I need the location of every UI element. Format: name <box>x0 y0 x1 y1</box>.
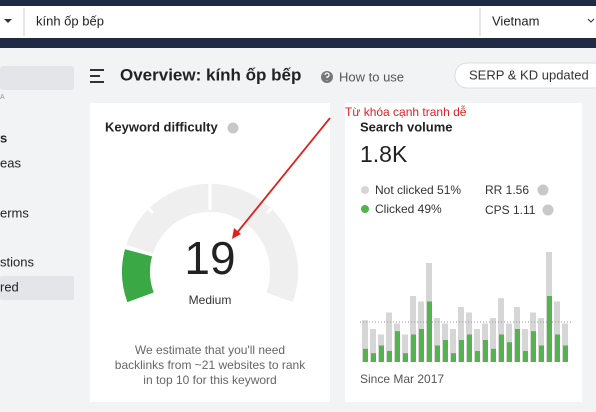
kd-score: 19 <box>184 232 235 284</box>
bar-clicked <box>371 353 376 362</box>
badge[interactable] <box>454 62 596 89</box>
bar-not-clicked <box>434 318 440 362</box>
bar-clicked <box>419 329 424 362</box>
legend-dot <box>361 205 369 213</box>
bar-not-clicked <box>522 329 528 362</box>
bar-clicked <box>443 340 448 362</box>
sidebar-item: s <box>0 130 7 145</box>
kd-description-line: backlinks from ~21 websites to rank <box>115 358 306 372</box>
sidebar-item: red <box>0 279 19 294</box>
bar-clicked <box>507 342 512 362</box>
annotation: Từ khóa cạnh tranh dễ <box>345 104 467 119</box>
bar-not-clicked <box>458 307 464 362</box>
bar-not-clicked <box>490 318 496 362</box>
sidebar-item: stions <box>0 254 34 269</box>
bar-clicked <box>539 345 544 362</box>
bar-clicked <box>467 334 472 362</box>
bar-not-clicked <box>410 296 416 362</box>
bar-clicked <box>523 351 528 362</box>
bar-not-clicked <box>498 298 504 362</box>
bar-not-clicked <box>554 301 560 362</box>
bar-not-clicked <box>474 329 480 362</box>
gauge-gaps <box>131 182 289 215</box>
badge-text[interactable]: SERP & KD updated <box>469 67 589 82</box>
sv-since: Since Mar 2017 <box>360 372 444 386</box>
sidebar-input[interactable] <box>0 66 74 90</box>
bar-clicked <box>531 331 536 362</box>
bar-not-clicked <box>450 329 456 362</box>
bar-clicked <box>491 348 496 362</box>
sidebar-item: erms <box>0 205 29 220</box>
bar-clicked <box>475 351 480 362</box>
help-icon[interactable] <box>537 184 549 196</box>
sidebar-active <box>0 276 74 300</box>
bar-clicked <box>547 296 552 362</box>
bar-clicked <box>363 348 368 362</box>
nav-band <box>0 38 596 48</box>
annotation-arrow <box>235 117 331 235</box>
bar-clicked <box>435 345 440 362</box>
metric: CPS 1.11 <box>485 203 536 217</box>
bar-clicked <box>563 345 568 362</box>
bar-not-clicked <box>562 323 568 362</box>
bar-clicked <box>427 301 432 362</box>
legend-label: Not clicked 51% <box>375 183 461 197</box>
bar-clicked <box>403 353 408 362</box>
sv-chart: Not clicked 51% Clicked 49% RR 1.56 CPS 1.1… <box>361 183 568 362</box>
bar-not-clicked <box>386 312 392 362</box>
kd-description-line: in top 10 for this keyword <box>143 373 276 387</box>
gauge-track <box>126 183 298 303</box>
bar-clicked <box>555 334 560 362</box>
bar-clicked <box>379 345 384 362</box>
kd-title: Keyword difficulty <box>105 119 218 134</box>
bar-clicked <box>411 334 416 362</box>
dropdown-icon[interactable] <box>587 18 595 23</box>
help-icon[interactable] <box>542 204 554 216</box>
sv-value: 1.8K <box>360 141 408 167</box>
kd-level: Medium <box>189 293 232 307</box>
help-link[interactable]: How to use <box>339 69 404 84</box>
sidebar-item: eas <box>0 155 21 170</box>
dropdown-icon[interactable] <box>4 19 12 23</box>
metric: RR 1.56 <box>485 183 529 197</box>
sidebar: As eas erms stions red <box>0 94 34 295</box>
bar-not-clicked <box>538 318 544 362</box>
bar-not-clicked <box>362 320 368 362</box>
help-glyph <box>324 72 330 81</box>
help-icon[interactable] <box>227 122 239 134</box>
legend-label: Clicked 49% <box>375 202 442 216</box>
sv-title: Search volume <box>360 119 453 134</box>
bar-not-clicked <box>402 334 408 362</box>
bar-clicked <box>515 329 520 362</box>
gauge-fill <box>122 249 154 303</box>
bar-clicked <box>499 334 504 362</box>
bar-clicked <box>483 340 488 362</box>
sidebar-item: A <box>0 94 5 101</box>
legend-dot <box>361 186 369 194</box>
bar-clicked <box>451 353 456 362</box>
bar-not-clicked <box>370 329 376 362</box>
bar-clicked <box>395 331 400 362</box>
bar-clicked <box>387 351 392 362</box>
kd-description-line: We estimate that you'll need <box>135 343 285 357</box>
page-title: Overview: kính ốp bếp <box>120 65 301 84</box>
search-query[interactable]: kính ốp bếp <box>36 13 104 28</box>
bar-clicked <box>459 340 464 362</box>
menu-icon[interactable] <box>90 69 104 83</box>
top-strip <box>0 0 596 6</box>
search-bar[interactable] <box>0 6 596 38</box>
arrow-head <box>232 228 241 239</box>
country-select[interactable]: Vietnam <box>492 13 539 28</box>
